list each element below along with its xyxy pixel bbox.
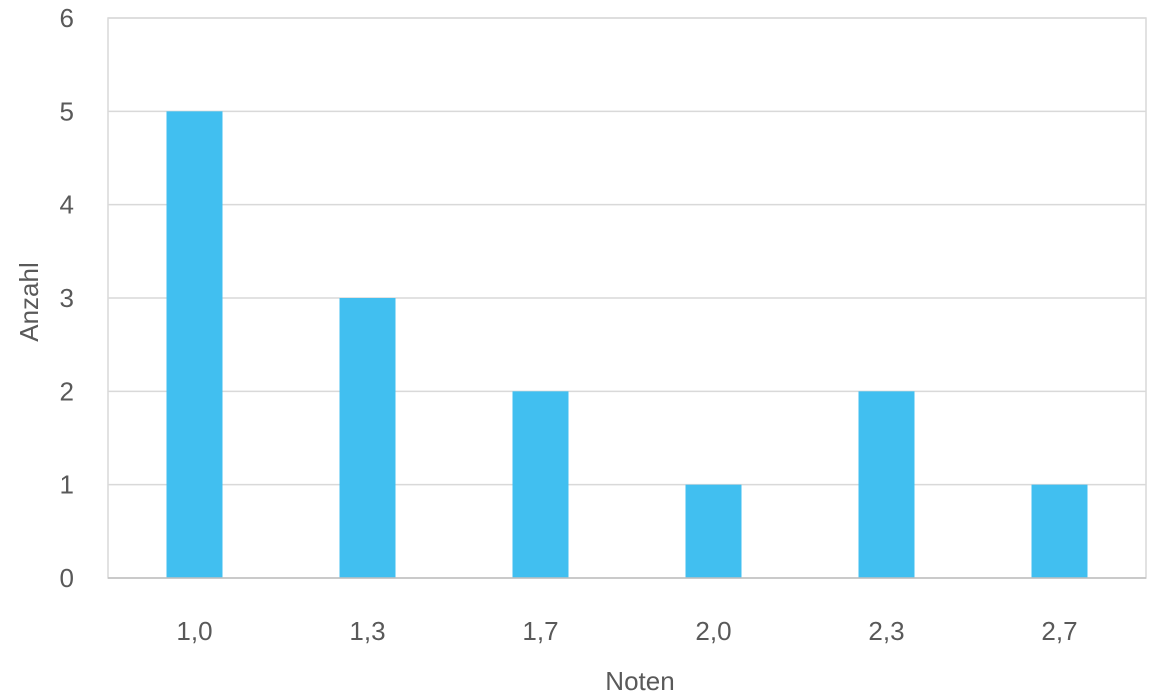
x-tick-label: 1,7 [522, 616, 558, 646]
bar [1031, 484, 1088, 578]
x-tick-label: 2,0 [695, 616, 731, 646]
bar [512, 391, 569, 578]
bar [685, 484, 742, 578]
bar [166, 111, 223, 578]
y-tick-label: 3 [60, 283, 74, 313]
x-tick-label: 1,0 [176, 616, 212, 646]
x-axis-tick-labels: 1,0 1,3 1,7 2,0 2,3 2,7 [176, 616, 1077, 646]
y-tick-label: 1 [60, 470, 74, 500]
bar [858, 391, 915, 578]
x-axis-title: Noten [605, 666, 674, 696]
bar [339, 298, 396, 578]
y-axis-tick-labels: 0 1 2 3 4 5 6 [60, 3, 74, 593]
y-axis-title: Anzahl [14, 262, 44, 342]
x-tick-label: 1,3 [349, 616, 385, 646]
gridlines [108, 17, 1146, 486]
y-tick-label: 0 [60, 563, 74, 593]
x-tick-label: 2,3 [868, 616, 904, 646]
y-tick-label: 6 [60, 3, 74, 33]
y-tick-label: 2 [60, 376, 74, 406]
y-tick-label: 4 [60, 190, 74, 220]
x-tick-label: 2,7 [1041, 616, 1077, 646]
y-tick-label: 5 [60, 96, 74, 126]
bar-series [166, 111, 1088, 578]
